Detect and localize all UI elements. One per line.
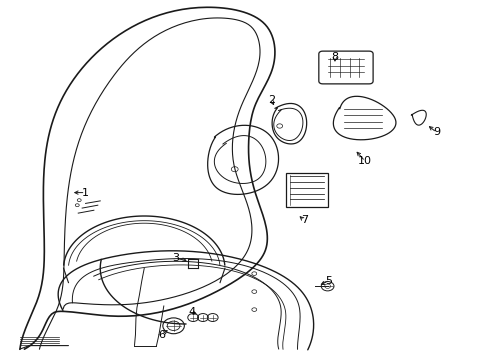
Text: 3: 3 [172, 253, 179, 264]
Text: 1: 1 [82, 188, 89, 198]
Text: 5: 5 [325, 276, 331, 286]
Bar [285, 173, 327, 207]
Text: 7: 7 [300, 215, 307, 225]
FancyBboxPatch shape [318, 51, 372, 84]
Text: 10: 10 [358, 156, 371, 166]
Text: 9: 9 [432, 127, 439, 138]
Text: 6: 6 [158, 330, 164, 340]
Text: 4: 4 [188, 307, 195, 317]
Text: 2: 2 [267, 95, 274, 105]
Text: 8: 8 [331, 52, 338, 62]
